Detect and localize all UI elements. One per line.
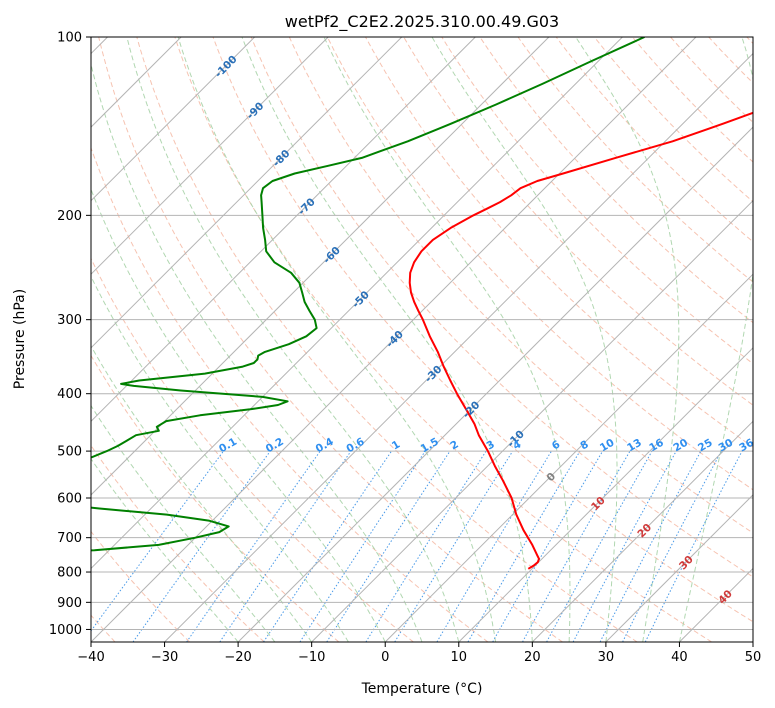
axes: −40 −30 −20 −10 0 10 20 30 40 50 100 200 300 400 500 60… xyxy=(49,31,761,666)
isotherm-line xyxy=(237,126,753,642)
isotherm-line xyxy=(311,199,753,642)
moist-adiabat xyxy=(431,37,618,642)
y-tick-label: 500 xyxy=(57,445,82,460)
dewpoint-profile-line xyxy=(91,37,645,552)
mixing-ratio-line xyxy=(365,450,487,642)
y-tick-label: 200 xyxy=(57,209,82,224)
isotherm-line xyxy=(164,52,753,642)
isotherm-line xyxy=(458,347,753,642)
moist-adiabat xyxy=(177,37,497,642)
isotherm-line xyxy=(91,37,403,349)
y-tick-label: 400 xyxy=(57,387,82,402)
moist-adiabat xyxy=(126,37,460,642)
x-tick-label: −40 xyxy=(77,650,104,665)
mixing-ratio-line xyxy=(299,450,426,642)
mixing-ratio-line xyxy=(546,450,653,642)
moist-adiabat xyxy=(91,62,423,642)
moist-adiabat xyxy=(575,37,680,642)
mixing-ratio-line xyxy=(186,450,321,642)
moist-adiabat xyxy=(678,37,753,642)
moist-adiabat xyxy=(91,457,239,642)
dry-adiabat xyxy=(250,37,753,578)
isotherm-line xyxy=(91,37,697,642)
dry-adiabat xyxy=(212,37,753,623)
mixing-ratio-line xyxy=(394,450,514,642)
y-tick-label: 1000 xyxy=(49,623,82,638)
dry-adiabat xyxy=(479,37,753,324)
moist-adiabat xyxy=(323,37,571,642)
isotherm-line xyxy=(384,273,753,642)
moist-adiabat xyxy=(91,275,349,642)
x-tick-label: −30 xyxy=(151,650,178,665)
x-tick-label: 40 xyxy=(671,650,688,665)
isotherm-line xyxy=(91,37,476,423)
plot-frame xyxy=(90,36,754,643)
isotherm-line xyxy=(91,37,623,570)
mixing-ratio-line xyxy=(91,450,224,632)
mixing-ratio-line xyxy=(522,450,631,642)
y-tick-label: 700 xyxy=(57,531,82,546)
mixing-ratio-line xyxy=(572,450,677,642)
y-axis-title: Pressure (hPa) xyxy=(12,289,28,389)
y-tick-label: 100 xyxy=(57,31,82,46)
mixing-ratio-line xyxy=(219,450,352,642)
chart-title: wetPf2_C2E2.2025.310.00.49.G03 xyxy=(285,12,559,32)
x-tick-label: −20 xyxy=(224,650,251,665)
mixing-ratio-line xyxy=(599,450,702,642)
dry-adiabat xyxy=(91,444,265,642)
dry-adiabat xyxy=(326,37,753,491)
y-tick-label: 300 xyxy=(57,313,82,328)
mixing-ratio-line xyxy=(622,450,722,642)
isotherm-line xyxy=(91,37,329,275)
isotherm-line xyxy=(91,37,550,496)
x-tick-label: 20 xyxy=(524,650,541,665)
x-tick-label: −10 xyxy=(298,650,325,665)
moist-adiabat xyxy=(91,188,386,642)
dry-adiabat xyxy=(91,354,340,642)
y-tick-label: 800 xyxy=(57,566,82,581)
mixing-ratio-line xyxy=(132,450,271,642)
x-tick-label: 30 xyxy=(598,650,615,665)
isotherm-line xyxy=(91,37,256,202)
y-tick-label: 900 xyxy=(57,596,82,611)
background-grid xyxy=(91,37,753,642)
mixing-ratio-line xyxy=(326,450,451,642)
dry-adiabat xyxy=(91,530,190,642)
moist-adiabat xyxy=(91,404,276,642)
mixing-ratio-line xyxy=(644,450,743,642)
dry-adiabat xyxy=(91,146,489,642)
dry-adiabat xyxy=(136,37,638,642)
sounding-profiles xyxy=(91,37,753,570)
x-tick-label: 10 xyxy=(451,650,468,665)
y-tick-label: 600 xyxy=(57,492,82,507)
mixing-ratio-line xyxy=(436,450,552,642)
dry-adiabat xyxy=(403,37,753,406)
dry-adiabat xyxy=(98,37,563,642)
isotherm-line xyxy=(605,494,753,642)
mixing-ratio-line xyxy=(263,450,392,642)
isotherm-line xyxy=(531,420,753,642)
x-axis-title: Temperature (°C) xyxy=(361,681,483,697)
moist-adiabat xyxy=(241,37,533,642)
x-tick-label: 0 xyxy=(381,650,389,665)
x-tick-label: 50 xyxy=(745,650,762,665)
temperature-profile-line xyxy=(408,111,753,570)
